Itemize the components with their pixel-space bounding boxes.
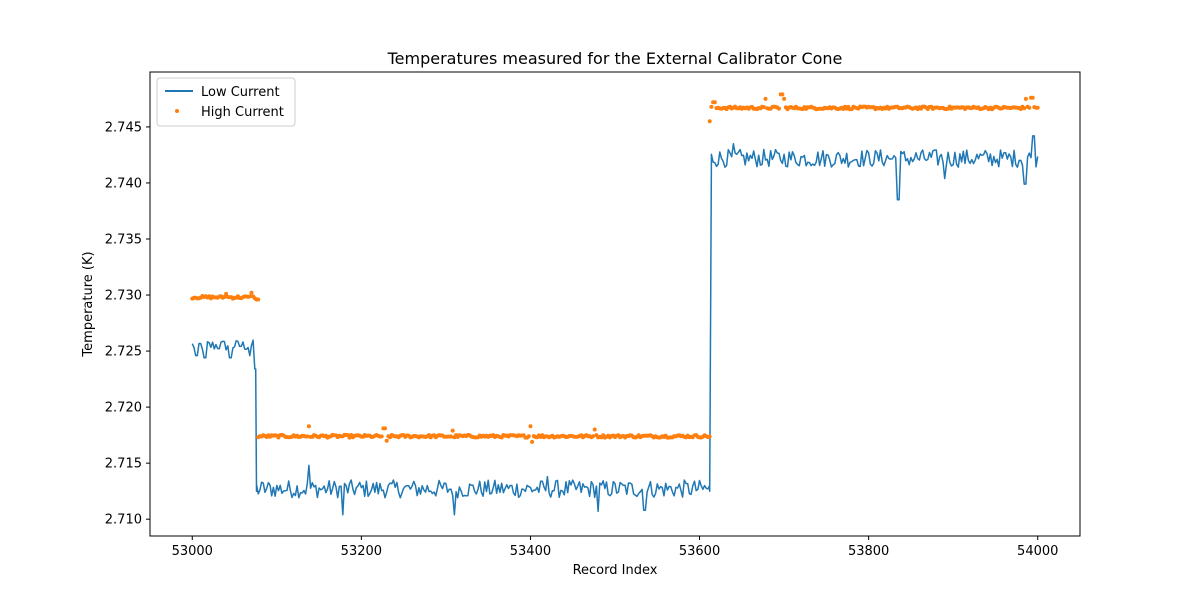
x-tick-label: 53200	[341, 544, 382, 559]
axes-frame	[149, 71, 1081, 537]
high-current-point	[249, 290, 254, 295]
high-current-point	[305, 434, 310, 439]
high-current-point	[247, 294, 252, 299]
plot-area: 53000 53200 53400 53600 53800 54000 2.710 2.715…	[105, 71, 1081, 559]
series-high-current-points	[190, 92, 1040, 444]
high-current-point	[1027, 105, 1032, 110]
high-current-point	[782, 96, 787, 101]
high-current-point	[306, 424, 311, 429]
high-current-point	[449, 434, 453, 439]
high-current-point	[1030, 95, 1035, 100]
high-current-point	[384, 438, 389, 443]
high-current-point	[591, 434, 595, 439]
y-tick-label: 2.740	[105, 176, 142, 191]
legend-high-current-label: High Current	[201, 105, 284, 120]
high-current-point	[530, 439, 535, 444]
series-low-current-line	[191, 135, 1039, 516]
y-tick-label: 2.745	[105, 120, 142, 135]
x-tick-label: 53000	[172, 544, 213, 559]
high-current-point	[707, 434, 712, 439]
high-current-point	[379, 434, 384, 439]
y-tick-label: 2.730	[105, 289, 142, 304]
high-current-point	[256, 297, 261, 302]
y-tick-label: 2.735	[105, 232, 142, 247]
y-tick-label: 2.715	[105, 457, 142, 472]
legend: Low Current High Current	[156, 77, 296, 127]
chart-title: Temperatures measured for the External C…	[387, 49, 843, 68]
high-current-point	[526, 434, 531, 439]
x-tick-label: 53800	[848, 544, 889, 559]
y-tick-label: 2.720	[105, 401, 142, 416]
high-current-point	[224, 291, 229, 296]
high-current-point	[780, 92, 785, 97]
high-current-point	[222, 295, 227, 299]
high-current-point	[761, 105, 766, 110]
y-tick-label: 2.710	[105, 513, 142, 528]
high-current-point	[1022, 106, 1027, 111]
high-current-point	[1035, 105, 1040, 110]
high-current-point	[592, 427, 597, 432]
high-current-point	[528, 424, 533, 429]
high-current-point	[450, 428, 455, 433]
high-current-point	[709, 104, 714, 109]
y-axis-label: Temperature (K)	[81, 251, 96, 357]
high-current-point	[1023, 96, 1028, 101]
x-axis-label: Record Index	[573, 563, 658, 578]
high-current-point	[712, 100, 717, 105]
x-tick-label: 53400	[510, 544, 551, 559]
y-tick-label: 2.725	[105, 345, 142, 360]
x-tick-label: 53600	[679, 544, 720, 559]
high-current-point	[777, 106, 781, 111]
high-current-point	[707, 119, 712, 124]
x-tick-label: 54000	[1017, 544, 1058, 559]
legend-high-current-swatch	[175, 109, 179, 113]
legend-low-current-label: Low Current	[201, 85, 280, 100]
high-current-point	[383, 426, 387, 431]
high-current-point	[763, 96, 768, 101]
